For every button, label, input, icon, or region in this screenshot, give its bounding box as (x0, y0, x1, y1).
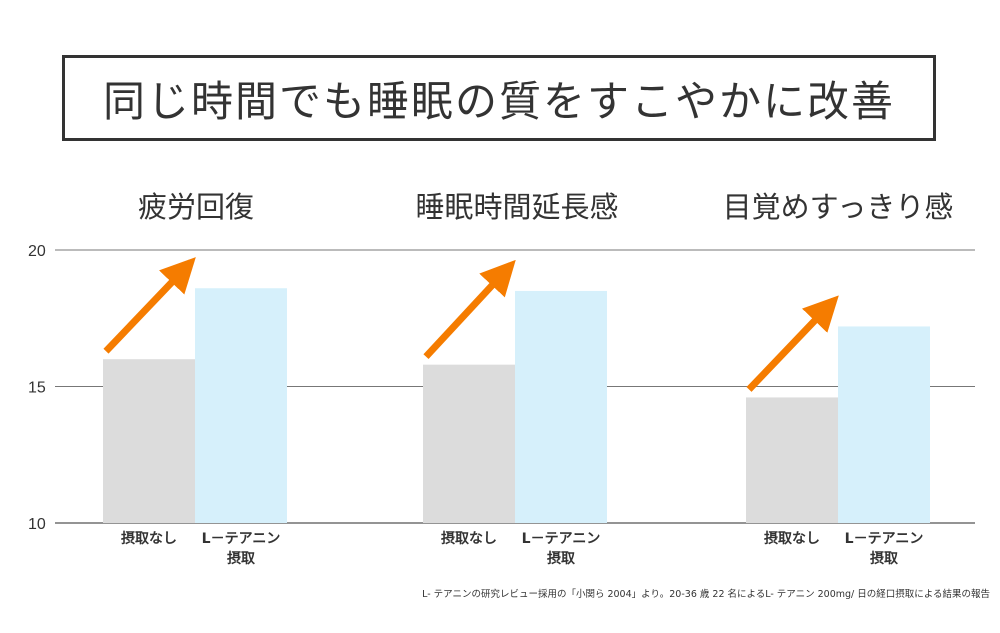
y-tick-label: 15 (28, 380, 46, 397)
category-label: L－テアニン (845, 531, 924, 547)
category-label: 摂取 (227, 550, 256, 567)
y-tick-label: 10 (28, 516, 46, 533)
y-tick-label: 20 (28, 243, 46, 260)
category-label: L－テアニン (202, 531, 281, 547)
category-label: 摂取なし (121, 530, 177, 547)
panel-title: 睡眠時間延長感 (415, 190, 618, 224)
title-box: 同じ時間でも睡眠の質をすこやかに改善 (62, 55, 936, 141)
trend-arrow-icon (423, 259, 516, 360)
panel-title: 目覚めすっきり感 (723, 190, 954, 224)
bar-theanine (838, 326, 930, 523)
trend-arrow-icon (103, 257, 196, 354)
page-title: 同じ時間でも睡眠の質をすこやかに改善 (102, 76, 895, 126)
bar-control (103, 359, 195, 523)
category-label: 摂取 (547, 550, 576, 567)
category-label: 摂取なし (764, 530, 820, 547)
bar-control (423, 364, 515, 523)
category-label: 摂取なし (441, 530, 497, 547)
category-label: 摂取 (870, 550, 899, 567)
category-label: L－テアニン (522, 531, 601, 547)
bar-theanine (515, 290, 607, 523)
bar-control (746, 397, 838, 523)
trend-arrow-icon (746, 295, 839, 392)
bar-theanine (195, 288, 287, 523)
panel-title: 疲労回復 (138, 190, 254, 224)
footnote: L- テアニンの研究レビュー採用の「小関ら 2004」より。20-36 歳 22… (422, 589, 990, 600)
